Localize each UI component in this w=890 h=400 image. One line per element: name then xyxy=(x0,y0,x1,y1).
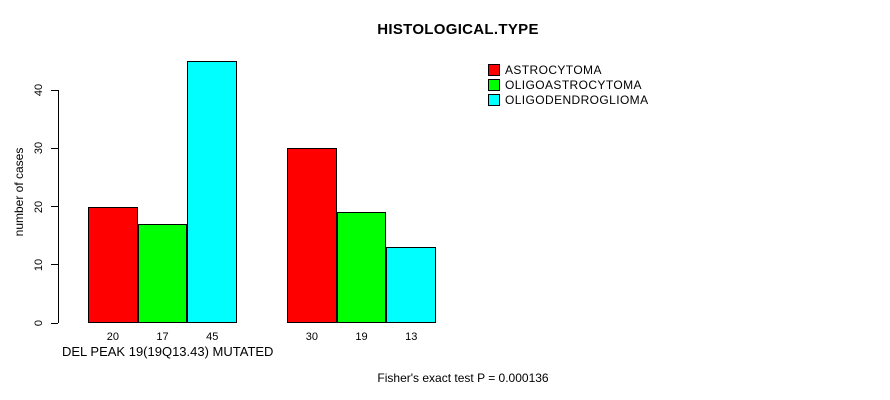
legend-swatch xyxy=(488,78,500,91)
bar-astrocytoma-group1 xyxy=(88,206,138,323)
y-tick xyxy=(51,89,58,91)
y-tick xyxy=(51,322,58,324)
x-axis-label: DEL PEAK 19(19Q13.43) MUTATED xyxy=(62,344,274,359)
annotation-text: Fisher's exact test P = 0.000136 xyxy=(377,371,549,385)
y-tick-label: 30 xyxy=(33,142,45,155)
y-tick xyxy=(51,206,58,207)
y-tick xyxy=(51,147,58,149)
y-tick xyxy=(51,264,58,266)
legend-item: OLIGOASTROCYTOMA xyxy=(488,77,642,92)
bar-value-label: 17 xyxy=(156,331,169,343)
bar-oligoastrocytoma-group1 xyxy=(137,223,188,323)
legend-swatch xyxy=(488,63,500,76)
y-tick-label: 40 xyxy=(33,83,45,97)
y-axis-title: number of cases xyxy=(12,147,26,237)
bar-value-label: 45 xyxy=(206,331,219,343)
bar-value-label: 13 xyxy=(405,331,418,343)
bar-oligoastrocytoma-group2 xyxy=(336,212,387,323)
legend-swatch xyxy=(488,93,500,106)
bar-value-label: 20 xyxy=(106,331,119,343)
bar-astrocytoma-group2 xyxy=(287,148,337,323)
legend-label: OLIGODENDROGLIOMA xyxy=(505,92,649,107)
chart-title: HISTOLOGICAL.TYPE xyxy=(377,21,539,38)
legend-label: OLIGOASTROCYTOMA xyxy=(505,77,642,92)
y-tick-label: 0 xyxy=(33,319,45,327)
bar-oligodendroglioma-group1 xyxy=(187,60,238,323)
legend-item: ASTROCYTOMA xyxy=(488,62,602,77)
legend-item: OLIGODENDROGLIOMA xyxy=(488,92,649,107)
bar-oligodendroglioma-group2 xyxy=(386,247,437,323)
bar-value-label: 30 xyxy=(305,331,318,343)
y-tick-label: 20 xyxy=(33,200,45,213)
y-tick-label: 10 xyxy=(33,258,45,271)
bar-value-label: 19 xyxy=(355,331,368,343)
y-axis-line xyxy=(58,90,59,323)
legend-label: ASTROCYTOMA xyxy=(505,62,602,77)
